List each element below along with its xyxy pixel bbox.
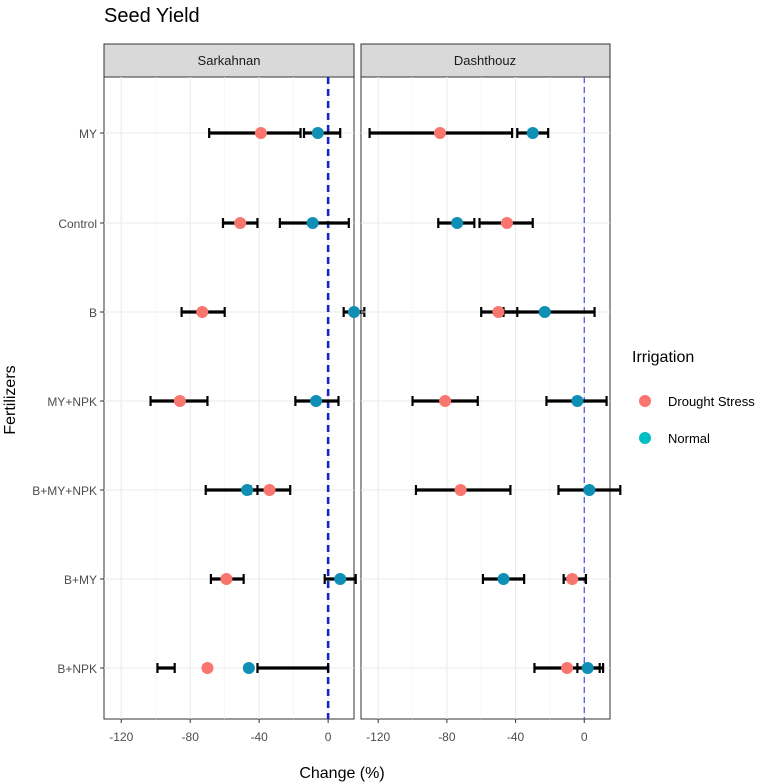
x-tick-label: -120 [109, 730, 133, 744]
point-drought-stress-b-my-npk [263, 484, 276, 496]
point-drought-stress-b [492, 306, 505, 318]
y-tick-label-b-my: B+MY [64, 573, 97, 587]
legend-title: Irrigation [632, 349, 694, 366]
point-drought-stress-b-npk [201, 662, 214, 674]
y-tick-label-my: MY [79, 127, 97, 141]
point-drought-stress-my [254, 127, 267, 139]
panel-strip-dashthouz [360, 43, 611, 78]
x-axis-title: Change (%) [299, 765, 384, 782]
legend-swatch-normal [639, 432, 651, 444]
x-tick-label: -80 [438, 730, 456, 744]
legend-swatch-drought-stress [639, 395, 651, 407]
point-drought-stress-b-my-npk [454, 484, 467, 496]
point-normal-b-npk [242, 662, 255, 674]
point-normal-my [311, 127, 324, 139]
y-tick-label-control: Control [58, 217, 97, 231]
panel-strip-label: Sarkahnan [198, 53, 261, 68]
x-tick-label: 0 [581, 730, 588, 744]
panel-strip-sarkahnan [103, 43, 355, 78]
legend-label-drought-stress: Drought Stress [668, 394, 755, 409]
point-drought-stress-b-my [566, 573, 579, 585]
x-tick-label: -80 [182, 730, 200, 744]
legend: Irrigation Drought Stress Normal [632, 349, 755, 446]
point-normal-my-npk [571, 395, 584, 407]
point-drought-stress-b-my [220, 573, 233, 585]
point-drought-stress-my [433, 127, 446, 139]
panel-sarkahnan: Sarkahnan [103, 43, 355, 720]
x-tick-label: -40 [507, 730, 525, 744]
point-normal-b-my-npk [241, 484, 254, 496]
y-axis-title: Fertilizers [2, 365, 19, 434]
x-tick-label: -40 [251, 730, 269, 744]
legend-label-normal: Normal [668, 431, 710, 446]
y-tick-label-b-npk: B+NPK [57, 662, 97, 676]
point-drought-stress-my-npk [173, 395, 186, 407]
point-normal-b-my [334, 573, 347, 585]
point-normal-b-my-npk [583, 484, 596, 496]
x-tick-label: 0 [325, 730, 332, 744]
point-normal-b-npk [581, 662, 594, 674]
x-tick-label: -120 [366, 730, 390, 744]
y-tick-label-b: B [89, 306, 97, 320]
chart-title: Seed Yield [104, 5, 200, 27]
point-normal-b [538, 306, 551, 318]
point-normal-control [451, 217, 464, 229]
point-normal-control [306, 217, 319, 229]
panel-strip-label: Dashthouz [454, 53, 516, 68]
point-drought-stress-control [234, 217, 247, 229]
point-normal-b [348, 306, 360, 318]
panel-plot-area [360, 76, 611, 720]
point-normal-b-my [497, 573, 510, 585]
point-normal-my [526, 127, 539, 139]
point-normal-my-npk [310, 395, 323, 407]
point-drought-stress-my-npk [439, 395, 452, 407]
point-drought-stress-b [196, 306, 209, 318]
y-tick-label-b-my-npk: B+MY+NPK [32, 484, 97, 498]
y-tick-label-my-npk: MY+NPK [47, 395, 97, 409]
point-drought-stress-b-npk [561, 662, 574, 674]
panel-dashthouz: Dashthouz [360, 43, 611, 720]
point-drought-stress-control [500, 217, 513, 229]
